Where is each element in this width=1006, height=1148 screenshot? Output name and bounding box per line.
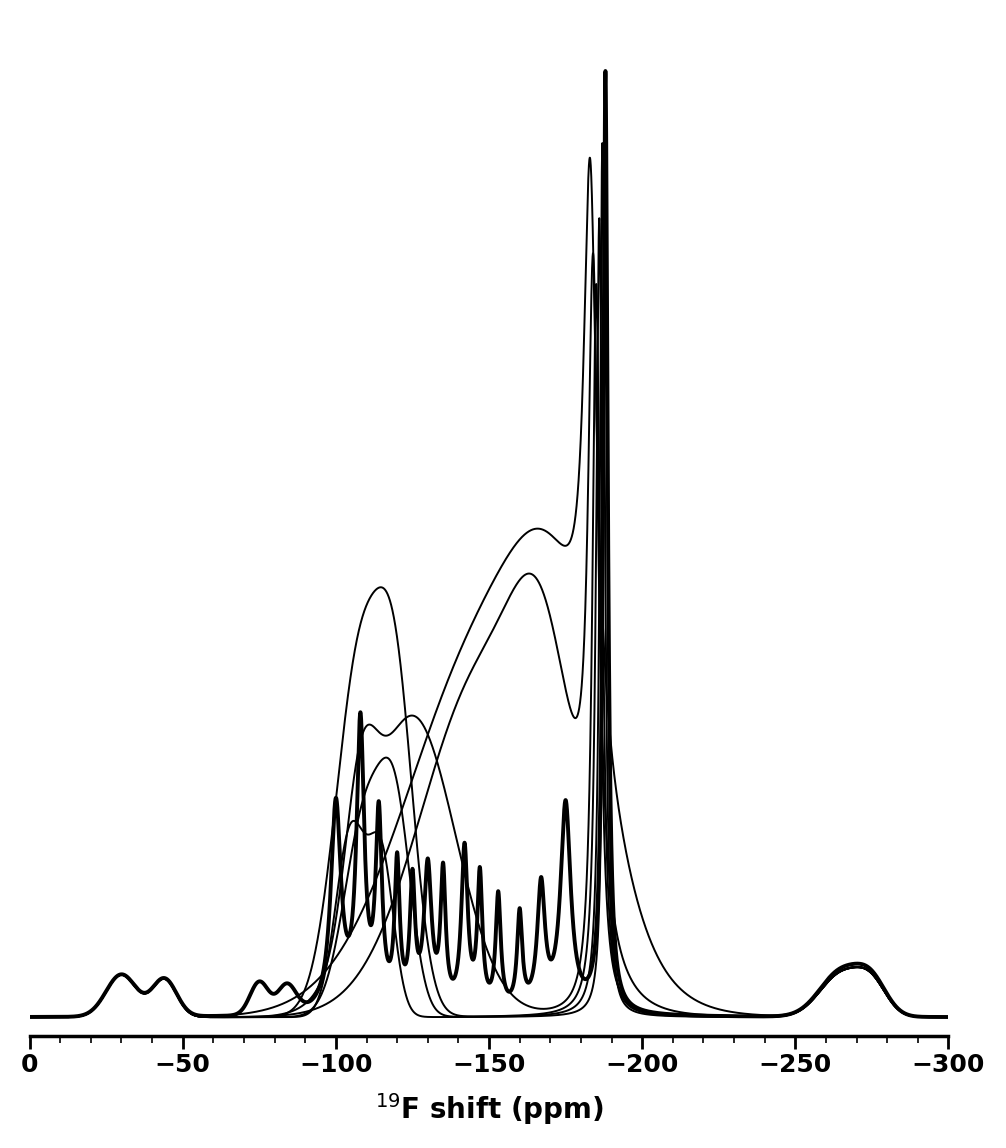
X-axis label: $^{19}$F shift (ppm): $^{19}$F shift (ppm) (374, 1092, 604, 1127)
